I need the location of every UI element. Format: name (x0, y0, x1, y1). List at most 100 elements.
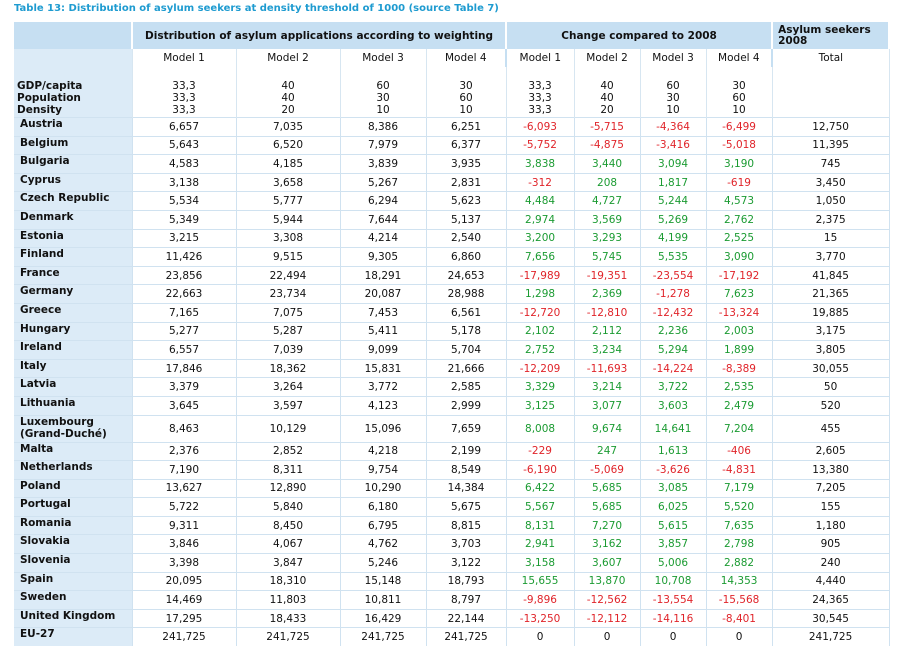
header-asylum-seekers: Asylum seekers 2008 (772, 22, 891, 49)
dist-model-2: 2,852 (236, 441, 341, 461)
change-model-2: 5,745 (574, 247, 641, 267)
weight-value: 33,3 (528, 80, 552, 92)
dist-model-2: 8,311 (236, 460, 341, 480)
country-name: Greece (14, 302, 133, 323)
change-model-2: 3,234 (574, 340, 641, 360)
asylum-total: 30,545 (772, 608, 890, 628)
dist-model-1: 7,165 (132, 302, 237, 323)
dist-model-1: 5,643 (132, 135, 237, 155)
change-model-1: 2,941 (506, 534, 575, 554)
change-model-2: 5,685 (574, 478, 641, 498)
table-row: Romania 9,311 8,450 6,795 8,815 8,131 7,270 5,6… (14, 515, 890, 535)
dist-model-4: 2,199 (426, 441, 507, 461)
change-model-1: 2,752 (506, 340, 575, 360)
asylum-total: 11,395 (772, 135, 890, 155)
dist-model-4: 2,540 (426, 228, 507, 248)
dist-model-2: 18,362 (236, 358, 341, 378)
weight-value: 33,3 (528, 92, 552, 104)
weight-value: 40 (281, 92, 295, 104)
change-model-3: 5,535 (640, 247, 707, 267)
asylum-total: 3,175 (772, 321, 890, 341)
change-model-3: 6,025 (640, 497, 707, 517)
country-name: Portugal (14, 497, 133, 517)
change-model-1: -6,093 (506, 117, 575, 137)
change-model-2: 3,607 (574, 553, 641, 573)
dist-model-4: 28,988 (426, 284, 507, 304)
dist-model-3: 3,839 (340, 154, 427, 174)
dist-model-4: 6,251 (426, 117, 507, 137)
change-model-3: 5,294 (640, 340, 707, 360)
sub-header-change-model-2: Model 2 (574, 49, 641, 67)
change-model-2: 3,569 (574, 209, 641, 230)
country-name: Malta (14, 441, 133, 461)
weight-value: 33,3 (528, 104, 552, 116)
country-name: Czech Republic (14, 191, 133, 211)
asylum-total: 520 (772, 395, 890, 415)
change-model-3: 2,236 (640, 321, 707, 341)
country-name: Denmark (14, 209, 133, 230)
country-name: Hungary (14, 321, 133, 341)
dist-model-1: 23,856 (132, 265, 237, 285)
asylum-total: 155 (772, 497, 890, 517)
table-row: Sweden 14,469 11,803 10,811 8,797 -9,896 -12,5… (14, 590, 890, 610)
weight-value: 33,3 (172, 80, 196, 92)
change-model-1: -229 (506, 441, 575, 461)
dist-model-2: 3,658 (236, 172, 341, 192)
table-row: Belgium 5,643 6,520 7,979 6,377 -5,752 -4,875-… (14, 135, 890, 155)
weight-value: 10 (666, 104, 680, 116)
dist-model-4: 8,549 (426, 460, 507, 480)
table-row: Bulgaria 4,583 4,185 3,839 3,935 3,838 3,440 3,… (14, 154, 890, 174)
change-model-2: 3,214 (574, 377, 641, 397)
change-model-2: 13,870 (574, 571, 641, 591)
dist-model-1: 9,311 (132, 515, 237, 535)
dist-model-3: 9,099 (340, 340, 427, 360)
change-model-4: -8,389 (706, 358, 773, 378)
weights-labels: GDP/capita Population Density (14, 67, 133, 118)
dist-model-4: 8,797 (426, 590, 507, 610)
change-model-1: 2,974 (506, 209, 575, 230)
weight-value: 40 (600, 80, 614, 92)
dist-model-1: 8,463 (132, 414, 237, 442)
dist-model-1: 5,349 (132, 209, 237, 230)
dist-model-4: 6,377 (426, 135, 507, 155)
dist-model-3: 20,087 (340, 284, 427, 304)
weight-value: 10 (732, 104, 746, 116)
asylum-total: 2,605 (772, 441, 890, 461)
change-model-2: -19,351 (574, 265, 641, 285)
change-model-1: 3,329 (506, 377, 575, 397)
weights-row: GDP/capita Population Density 33,3 33,3 33… (14, 67, 890, 118)
dist-model-1: 7,190 (132, 460, 237, 480)
change-model-2: -4,875 (574, 135, 641, 155)
sub-header-blank (14, 49, 133, 67)
dist-model-3: 8,386 (340, 117, 427, 137)
asylum-total: 41,845 (772, 265, 890, 285)
change-model-4: 7,179 (706, 478, 773, 498)
asylum-total: 30,055 (772, 358, 890, 378)
sub-header-change-model-1: Model 1 (505, 49, 575, 67)
country-name: Germany (14, 284, 133, 304)
dist-model-2: 4,185 (236, 154, 341, 174)
dist-model-1: 4,583 (132, 154, 237, 174)
change-model-3: 3,603 (640, 395, 707, 415)
dist-model-4: 6,561 (426, 302, 507, 323)
change-model-3: 4,199 (640, 228, 707, 248)
change-model-2: -5,715 (574, 117, 641, 137)
dist-model-2: 23,734 (236, 284, 341, 304)
change-model-4: 4,573 (706, 191, 773, 211)
change-model-3: -23,554 (640, 265, 707, 285)
country-name: Spain (14, 571, 133, 591)
dist-model-3: 5,411 (340, 321, 427, 341)
weight-value: 33,3 (172, 104, 196, 116)
dist-model-3: 7,453 (340, 302, 427, 323)
asylum-total: 50 (772, 377, 890, 397)
dist-model-4: 14,384 (426, 478, 507, 498)
dist-model-2: 3,264 (236, 377, 341, 397)
change-model-4: 14,353 (706, 571, 773, 591)
change-model-2: 208 (574, 172, 641, 192)
dist-model-2: 8,450 (236, 515, 341, 535)
dist-model-3: 5,267 (340, 172, 427, 192)
weights-dist-model2: 40 40 20 (236, 67, 341, 118)
table-row: Slovenia 3,398 3,847 5,246 3,122 3,158 3,607 5,… (14, 553, 890, 573)
change-model-4: 3,190 (706, 154, 773, 174)
change-model-3: 5,006 (640, 553, 707, 573)
